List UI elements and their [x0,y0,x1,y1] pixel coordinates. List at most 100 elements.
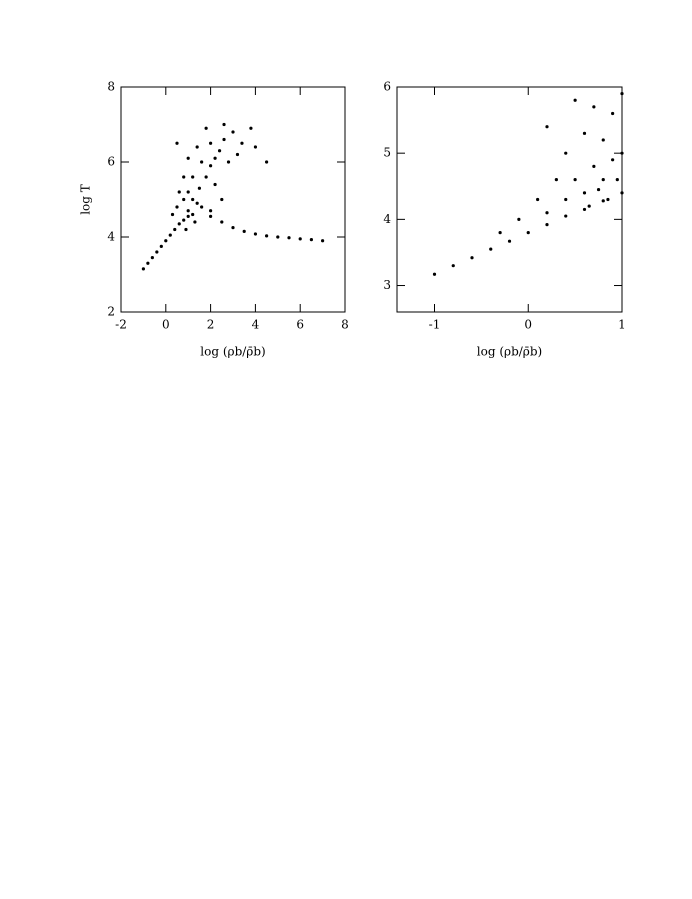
x-tick-label: 6 [296,318,304,332]
point [620,92,624,96]
point [606,197,610,202]
point [220,197,224,202]
point [564,151,568,155]
point [265,234,269,238]
point [615,178,619,182]
point [536,197,540,202]
point [222,137,226,142]
point [175,205,179,209]
point [489,247,493,251]
point [432,272,437,276]
point [200,205,204,209]
point [601,138,605,142]
point [582,191,587,195]
point [242,229,246,233]
point [554,178,558,182]
point [146,261,150,265]
point [226,160,231,164]
point [200,160,204,164]
point [182,218,186,222]
plot-frame [396,86,623,313]
y-tick-label: 6 [383,80,391,94]
point [175,141,179,145]
y-tick-label: 8 [107,80,115,94]
point [545,223,549,227]
point [182,197,186,202]
y-tick-label: 5 [383,146,391,160]
point [611,111,615,116]
point [231,130,235,134]
point [321,239,325,243]
point [526,230,530,235]
point [173,227,177,232]
point [184,227,188,232]
point [265,160,269,164]
x-axis-label: log (ρb/ρ̄b) [477,345,542,359]
x-tick-label: 1 [618,318,626,332]
point [217,149,222,153]
point [177,190,181,194]
point [213,156,217,160]
point [498,230,502,235]
point [620,151,624,155]
point [601,178,605,182]
point [470,256,474,260]
point [240,141,244,145]
point [582,207,587,212]
point [209,164,213,168]
point [564,214,568,218]
point [253,232,257,236]
point [573,98,577,102]
point [186,156,190,160]
y-tick-label: 4 [107,230,115,244]
point [191,175,195,179]
point [195,201,199,205]
y-tick-label: 4 [383,212,391,226]
y-tick-label: 2 [107,305,115,319]
point [197,186,201,190]
point [601,199,605,203]
x-tick-label: 8 [341,318,349,332]
point [587,204,591,208]
point [209,141,213,145]
y-tick-label: 6 [107,155,115,169]
point [592,164,596,169]
y-axis-label: log T [79,184,93,215]
point [209,209,213,213]
y-tick-label: 3 [383,278,391,292]
point [222,122,226,127]
point [564,197,568,202]
point [177,222,181,226]
point [596,187,601,192]
point [164,239,168,243]
point [231,226,235,230]
point [220,220,224,224]
point [592,105,596,109]
point [168,233,172,237]
point [150,256,154,260]
point [191,212,195,217]
point [186,190,190,194]
point [204,126,208,130]
point [195,145,199,149]
point [193,220,197,224]
point [186,209,190,213]
plot-frame [120,86,346,313]
point [287,236,291,240]
point [186,214,190,218]
x-axis-label: log (ρb/ρ̄b) [200,345,265,359]
point [545,125,549,129]
point [507,239,512,243]
point [517,217,521,221]
x-tick-label: 0 [524,318,532,332]
point [155,250,159,254]
point [451,264,455,268]
point [253,145,257,149]
point [582,131,587,135]
point [573,178,577,182]
point [309,238,313,242]
point [298,237,302,241]
x-tick-label: 2 [207,318,215,332]
point [611,158,615,162]
